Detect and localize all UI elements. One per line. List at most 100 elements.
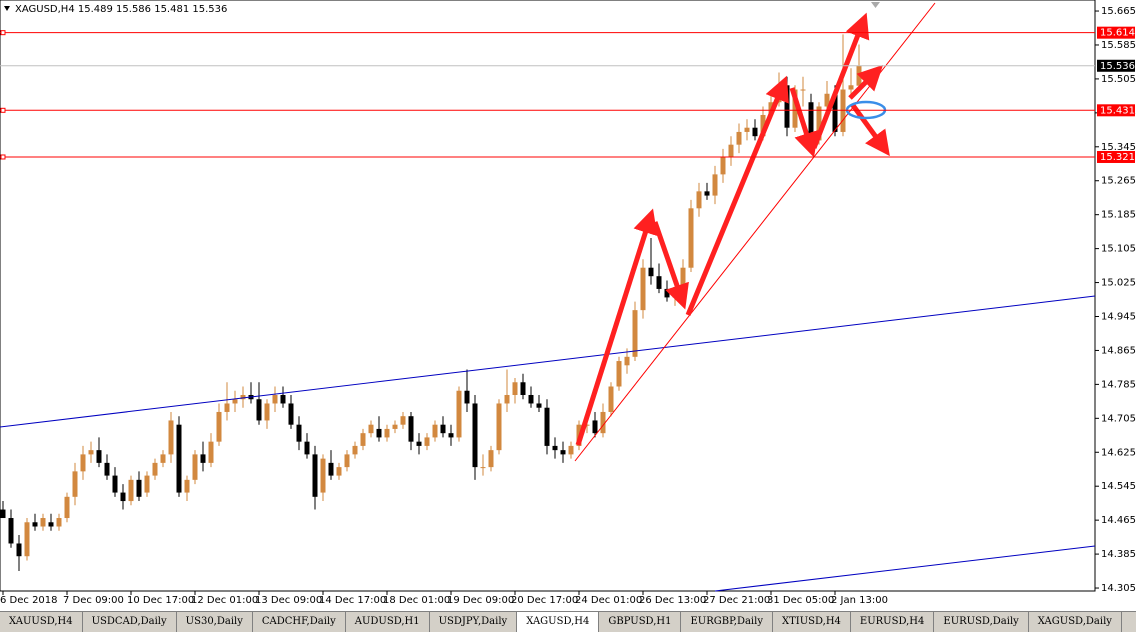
candle-body (72, 471, 78, 497)
channel-line (714, 545, 1096, 592)
y-tick-label: 14.305 (1101, 583, 1136, 594)
level-label: 15.321 (1100, 152, 1135, 163)
candle-body (352, 445, 358, 455)
candle-body (640, 267, 646, 311)
shift-marker (871, 2, 880, 8)
candle-body (664, 288, 670, 298)
chart-tab[interactable]: CADCHF,Daily (253, 612, 346, 632)
candle-body (624, 356, 630, 366)
candle-body (240, 394, 246, 400)
candle-body (728, 144, 734, 158)
x-tick-label: 31 Dec 05:00 (767, 595, 834, 606)
candle-body (712, 174, 718, 196)
candle-body (344, 454, 350, 468)
candle-body (360, 433, 366, 446)
candle-body (544, 407, 550, 446)
candle-body (472, 403, 478, 468)
x-tick-label: 19 Dec 09:00 (447, 595, 514, 606)
y-tick-label: 14.465 (1101, 515, 1136, 526)
x-tick-label: 10 Dec 17:00 (127, 595, 194, 606)
candle-body (368, 424, 374, 434)
candle-body (400, 416, 406, 425)
y-tick-label: 15.505 (1101, 74, 1136, 85)
y-tick-label: 14.865 (1101, 345, 1136, 356)
candle-body (832, 93, 838, 132)
candle-body (96, 450, 102, 463)
y-tick-label: 14.945 (1101, 312, 1136, 323)
chart-tab[interactable]: GBPUSD,H1 (599, 612, 682, 632)
candles (0, 34, 862, 572)
y-tick-label: 15.105 (1101, 244, 1136, 255)
candle-body (536, 403, 542, 408)
y-tick-label: 15.265 (1101, 176, 1136, 187)
candle-body (32, 522, 38, 527)
x-tick-label: 7 Dec 09:00 (63, 595, 124, 606)
y-tick-label: 14.545 (1101, 481, 1136, 492)
candle-body (288, 403, 294, 425)
x-tick-label: 18 Dec 01:00 (383, 595, 450, 606)
candle-body (560, 450, 566, 455)
candle-body (184, 479, 190, 493)
candle-body (160, 454, 166, 463)
candle-body (448, 433, 454, 438)
chart-tab[interactable]: XTIUSD,H4 (773, 612, 851, 632)
chart-tab[interactable]: EURGBP,Daily (681, 612, 773, 632)
candle-body (432, 424, 438, 438)
candle-body (416, 441, 422, 446)
x-tick-label: 26 Dec 13:00 (639, 595, 706, 606)
candle-body (88, 450, 94, 455)
candle-body (600, 411, 606, 434)
candle-body (496, 403, 502, 451)
candle-body (120, 492, 126, 502)
y-tick-label: 15.185 (1101, 210, 1136, 221)
candle-body (64, 496, 70, 519)
candle-body (200, 454, 206, 463)
candle-body (568, 445, 574, 455)
chart-tab[interactable]: XAGUSD,Daily (1029, 612, 1122, 632)
candle-body (552, 445, 558, 451)
candle-body (176, 424, 182, 493)
candle-body (512, 382, 518, 395)
current-price-label: 15.536 (1100, 61, 1135, 72)
candle-body (792, 89, 798, 128)
level-label-bg (1097, 104, 1135, 117)
chart-tab[interactable]: USDJPY,Daily (430, 612, 518, 632)
x-tick-label: 20 Dec 17:00 (511, 595, 578, 606)
x-tick-label: 24 Dec 01:00 (575, 595, 642, 606)
chart-tab[interactable]: XAUUSD,H4 (0, 612, 83, 632)
y-tick-label: 14.705 (1101, 413, 1136, 424)
candle-body (328, 462, 334, 476)
candle-body (752, 127, 758, 137)
y-tick-label: 15.585 (1101, 40, 1136, 51)
candle-body (424, 437, 430, 446)
candle-body (632, 310, 638, 357)
arrows (575, 12, 890, 446)
chart-tab[interactable]: EURUSD,H4 (851, 612, 935, 632)
candle-body (592, 420, 598, 434)
tab-bar: XAUUSD,H4 USDCAD,Daily US30,Daily CADCHF,Da… (0, 611, 1136, 632)
current-price-bg (1097, 59, 1135, 72)
candle-body (744, 127, 750, 132)
candle-body (8, 518, 14, 544)
chart-tab[interactable]: USDCAD,Daily (83, 612, 177, 632)
candle-body (656, 276, 662, 289)
level-label-bg (1097, 150, 1135, 163)
candle-body (800, 89, 806, 91)
candle-body (848, 85, 854, 90)
y-tick-label: 14.385 (1101, 549, 1136, 560)
x-tick-label: 2 Jan 13:00 (831, 595, 888, 606)
candle-body (464, 390, 470, 404)
level-label: 15.614 (1100, 28, 1135, 39)
candle-body (672, 293, 678, 298)
chart-tab[interactable]: AUDUSD,H1 (346, 612, 430, 632)
x-tick-label: 12 Dec 01:00 (191, 595, 258, 606)
chart-tab[interactable]: EURUSD,Daily (934, 612, 1029, 632)
candle-body (608, 386, 614, 412)
candle-body (232, 399, 238, 404)
candle-body (440, 424, 446, 434)
candle-body (112, 475, 118, 493)
y-tick-label: 14.785 (1101, 379, 1136, 390)
chart: XAGUSD,H4 15.489 15.586 15.481 15.536 15… (0, 0, 1136, 606)
chart-tab[interactable]: XAGUSD,H4 (517, 612, 600, 632)
chart-tab[interactable]: US30,Daily (177, 612, 253, 632)
